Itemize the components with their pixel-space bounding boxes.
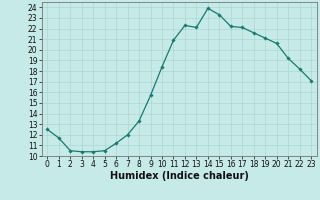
- X-axis label: Humidex (Indice chaleur): Humidex (Indice chaleur): [110, 171, 249, 181]
